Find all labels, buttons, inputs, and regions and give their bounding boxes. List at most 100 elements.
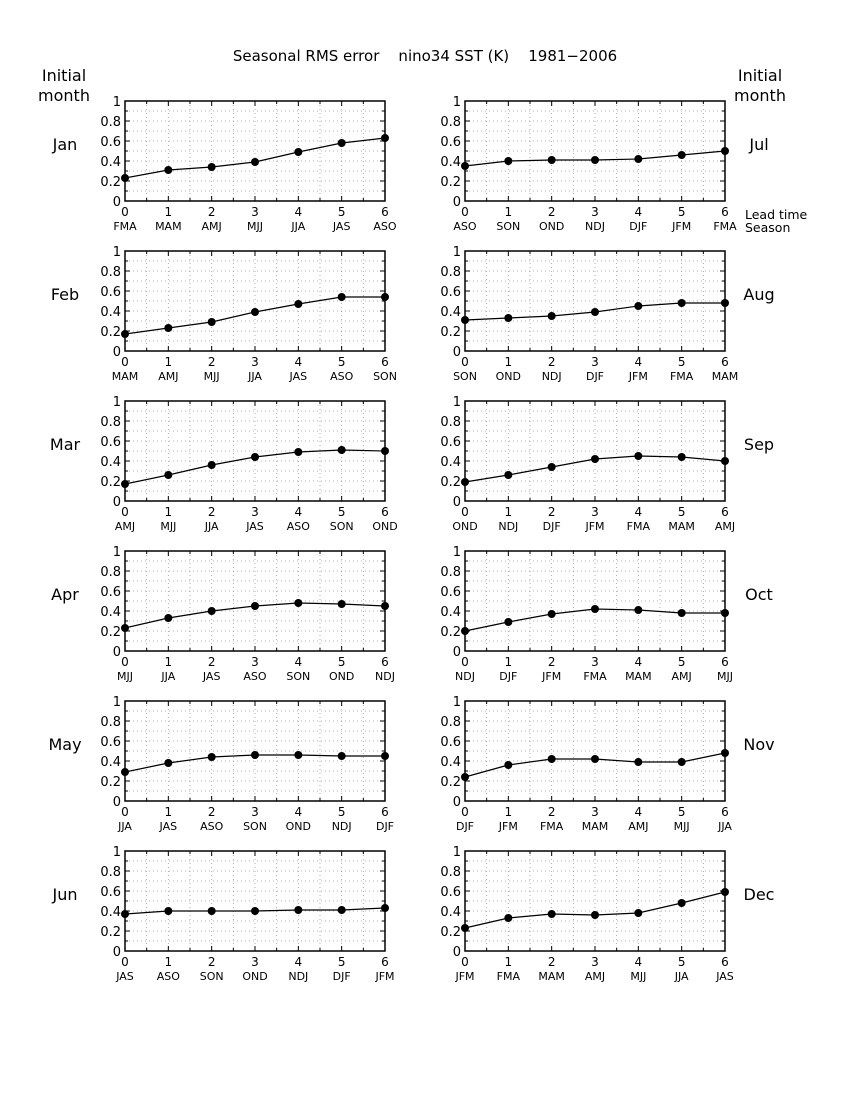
panel-may-data-point — [121, 768, 129, 776]
panel-nov-data-point — [547, 755, 556, 763]
panel-aug-season-label: DJF — [586, 370, 604, 383]
panel-oct-data-point — [461, 627, 469, 635]
panel-nov-season-label: JJA — [717, 820, 732, 833]
panel-oct-ytick-label: 1 — [453, 545, 461, 560]
panel-nov-data-point — [677, 758, 686, 766]
panel-jun-ytick-label: 0 — [113, 945, 121, 960]
panel-may-season-label: DJF — [376, 820, 394, 833]
panel-sep-season-label: AMJ — [715, 520, 735, 533]
panel-jun-data-point — [251, 907, 259, 915]
panel-may-xtick-label: 0 — [121, 805, 129, 819]
panel-jul-data-point — [547, 156, 556, 164]
panel-jan-season-label: ASO — [373, 220, 397, 233]
panel-oct-season-label: NDJ — [455, 670, 475, 683]
panel-dec-data-point — [721, 888, 729, 896]
panel-jun-data-point — [381, 904, 389, 912]
panel-jan-data-point — [251, 158, 259, 166]
panel-mar-xtick-label: 4 — [295, 505, 303, 519]
panel-mar-ytick-label: 0.6 — [100, 435, 121, 450]
panel-apr-ytick-label: 0.8 — [100, 565, 121, 580]
panel-may-ytick-label: 1 — [113, 695, 121, 710]
panel-aug: 00.20.40.60.810SON1OND2NDJ3DJF4JFM5FMA6M… — [440, 245, 774, 383]
panel-aug-data-point — [461, 316, 469, 324]
panel-mar-ytick-label: 1 — [113, 395, 121, 410]
panel-mar-season-label: JJA — [204, 520, 219, 533]
panel-mar-xtick-label: 6 — [381, 505, 389, 519]
panel-mar-data-point — [121, 480, 129, 488]
panel-aug-season-label: FMA — [670, 370, 694, 383]
panel-may-season-label: JAS — [159, 820, 178, 833]
panel-may: 00.20.40.60.810JJA1JAS2ASO3SON4OND5NDJ6D… — [48, 695, 394, 833]
panel-aug-ytick-label: 0.4 — [440, 305, 461, 320]
panel-nov-season-label: FMA — [540, 820, 564, 833]
panel-jun-season-label: ASO — [157, 970, 181, 983]
panel-sep-month-label: Sep — [744, 435, 774, 454]
panel-mar-data-point — [251, 453, 259, 461]
panel-mar-data-point — [381, 447, 389, 455]
panel-jul-xtick-label: 0 — [461, 205, 469, 219]
panel-sep: 00.20.40.60.810OND1NDJ2DJF3JFM4FMA5MAM6A… — [440, 395, 774, 533]
panel-jan-ytick-label: 0 — [113, 195, 121, 210]
panel-jan-xtick-label: 2 — [208, 205, 216, 219]
panel-mar-data-point — [337, 446, 346, 454]
panel-jul-xtick-label: 3 — [591, 205, 599, 219]
panel-may-season-label: JJA — [117, 820, 132, 833]
panel-apr-season-label: OND — [329, 670, 354, 683]
panel-feb-ytick-label: 0.4 — [100, 305, 121, 320]
panel-feb-xtick-label: 1 — [165, 355, 173, 369]
panel-aug-data-point — [721, 299, 729, 307]
panel-aug-season-label: MAM — [712, 370, 739, 383]
panel-dec-season-label: AMJ — [585, 970, 605, 983]
panel-oct-season-label: MJJ — [717, 670, 733, 683]
panel-dec-ytick-label: 1 — [453, 845, 461, 860]
panel-oct-season-label: FMA — [583, 670, 607, 683]
panel-mar-season-label: AMJ — [115, 520, 135, 533]
panel-nov-ytick-label: 0.2 — [440, 775, 461, 790]
panel-nov-season-label: MAM — [582, 820, 609, 833]
panel-jun-season-label: OND — [242, 970, 267, 983]
panel-jun-month-label: Jun — [52, 885, 78, 904]
panel-jul-data-point — [721, 147, 729, 155]
panel-feb-ytick-label: 0.8 — [100, 265, 121, 280]
panel-oct-ytick-label: 0.8 — [440, 565, 461, 580]
panel-grid: 0 0.2 0.4 0.6 0.8 1 0 FMA 1 MAM 2 AMJ 3 MJJ 4 JJA 5 JAS 6 A… — [48, 95, 774, 983]
panel-sep-xtick-label: 1 — [505, 505, 513, 519]
panel-jan-data-point — [337, 139, 346, 147]
panel-mar-xtick-label: 1 — [165, 505, 173, 519]
panel-dec-season-label: JJA — [674, 970, 689, 983]
panel-jun: 00.20.40.60.810JAS1ASO2SON3OND4NDJ5DJF6J… — [52, 845, 395, 983]
panel-aug-ytick-label: 0.6 — [440, 285, 461, 300]
panel-dec-xtick-label: 6 — [721, 955, 729, 969]
panel-jul-ytick-label: 0.8 — [440, 115, 461, 130]
panel-jan-season-label: MJJ — [247, 220, 263, 233]
panel-aug-xtick-label: 5 — [678, 355, 686, 369]
panel-aug-xtick-label: 0 — [461, 355, 469, 369]
panel-dec-data-point — [677, 899, 686, 907]
panel-apr-data-point — [121, 624, 129, 632]
panel-may-xtick-label: 2 — [208, 805, 216, 819]
panel-oct-xtick-label: 2 — [548, 655, 556, 669]
panel-sep-season-label: FMA — [627, 520, 651, 533]
panel-jan-xtick-label: 5 — [338, 205, 346, 219]
panel-oct: 00.20.40.60.810NDJ1DJF2JFM3FMA4MAM5AMJ6M… — [440, 545, 773, 683]
panel-dec-season-label: MJJ — [630, 970, 646, 983]
panel-feb-ytick-label: 1 — [113, 245, 121, 260]
panel-jun-xtick-label: 6 — [381, 955, 389, 969]
panel-feb-data-point — [207, 318, 216, 326]
panel-feb-month-label: Feb — [51, 285, 79, 304]
panel-apr-xtick-label: 0 — [121, 655, 129, 669]
panel-sep-ytick-label: 0.2 — [440, 475, 461, 490]
panel-may-data-point — [207, 753, 216, 761]
panel-sep-season-label: MAM — [668, 520, 695, 533]
panel-jun-ytick-label: 0.6 — [100, 885, 121, 900]
panel-oct-xtick-label: 0 — [461, 655, 469, 669]
panel-apr-ytick-label: 0.6 — [100, 585, 121, 600]
panel-jun-data-point — [294, 906, 303, 914]
panel-sep-data-point — [547, 463, 556, 471]
panel-dec: 00.20.40.60.810JFM1FMA2MAM3AMJ4MJJ5JJA6J… — [440, 845, 774, 983]
panel-jun-season-label: SON — [200, 970, 224, 983]
panel-jul-data-point — [504, 157, 513, 165]
panel-feb-data-point — [121, 330, 129, 338]
panel-may-data-point — [337, 752, 346, 760]
panel-nov-ytick-label: 1 — [453, 695, 461, 710]
